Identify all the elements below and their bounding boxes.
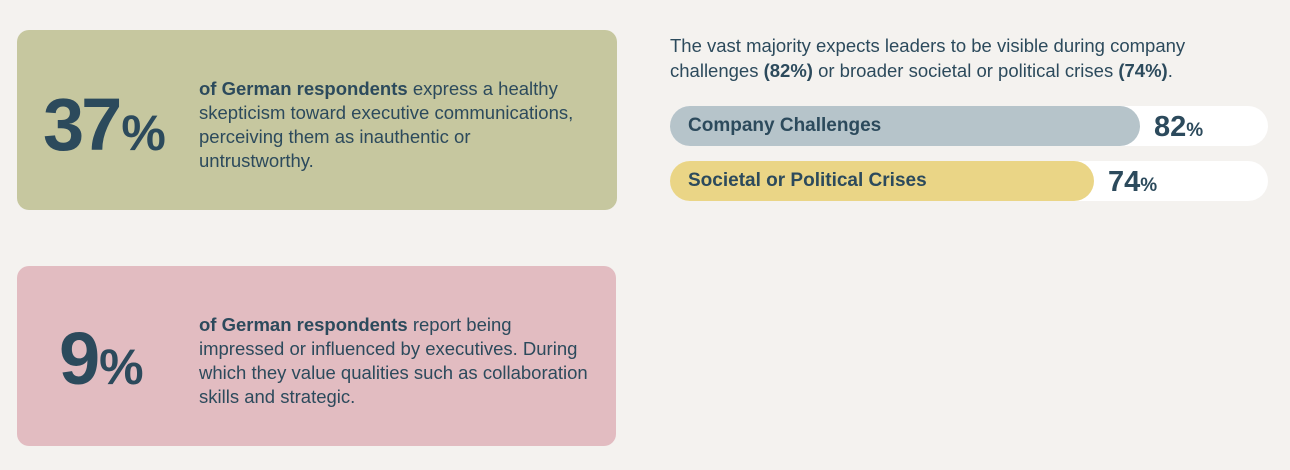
stat-description-bold: of German respondents [199, 78, 408, 99]
stat-description-rest: report being impressed or influenced by … [199, 314, 588, 407]
stat-description: of German respondents express a healthy … [199, 77, 589, 173]
bar [670, 161, 1094, 201]
bar-value-label: 74% [1108, 166, 1158, 198]
stat-card-impressed: 9% of German respondents report being im… [17, 266, 616, 446]
stat-description-rest: express a healthy skepticism toward exec… [199, 78, 574, 171]
stat-card-skepticism: 37% of German respondents express a heal… [17, 30, 617, 210]
stat-number: 37% [43, 83, 166, 166]
bar-value-label: 82% [1154, 111, 1204, 143]
bar-category-label: Societal or Political Crises [688, 170, 927, 191]
bar [670, 106, 1140, 146]
bar-category-label: Company Challenges [688, 115, 882, 136]
chart-intro-text: The vast majority expects leaders to be … [670, 35, 1186, 81]
stat-description-bold: of German respondents [199, 314, 408, 335]
bar-track: Societal or Political Crises 74% [670, 161, 1268, 201]
stat-description: of German respondents report being impre… [199, 313, 589, 409]
bar-track: Company Challenges 82% [670, 106, 1268, 146]
stat-number: 9% [59, 317, 144, 400]
